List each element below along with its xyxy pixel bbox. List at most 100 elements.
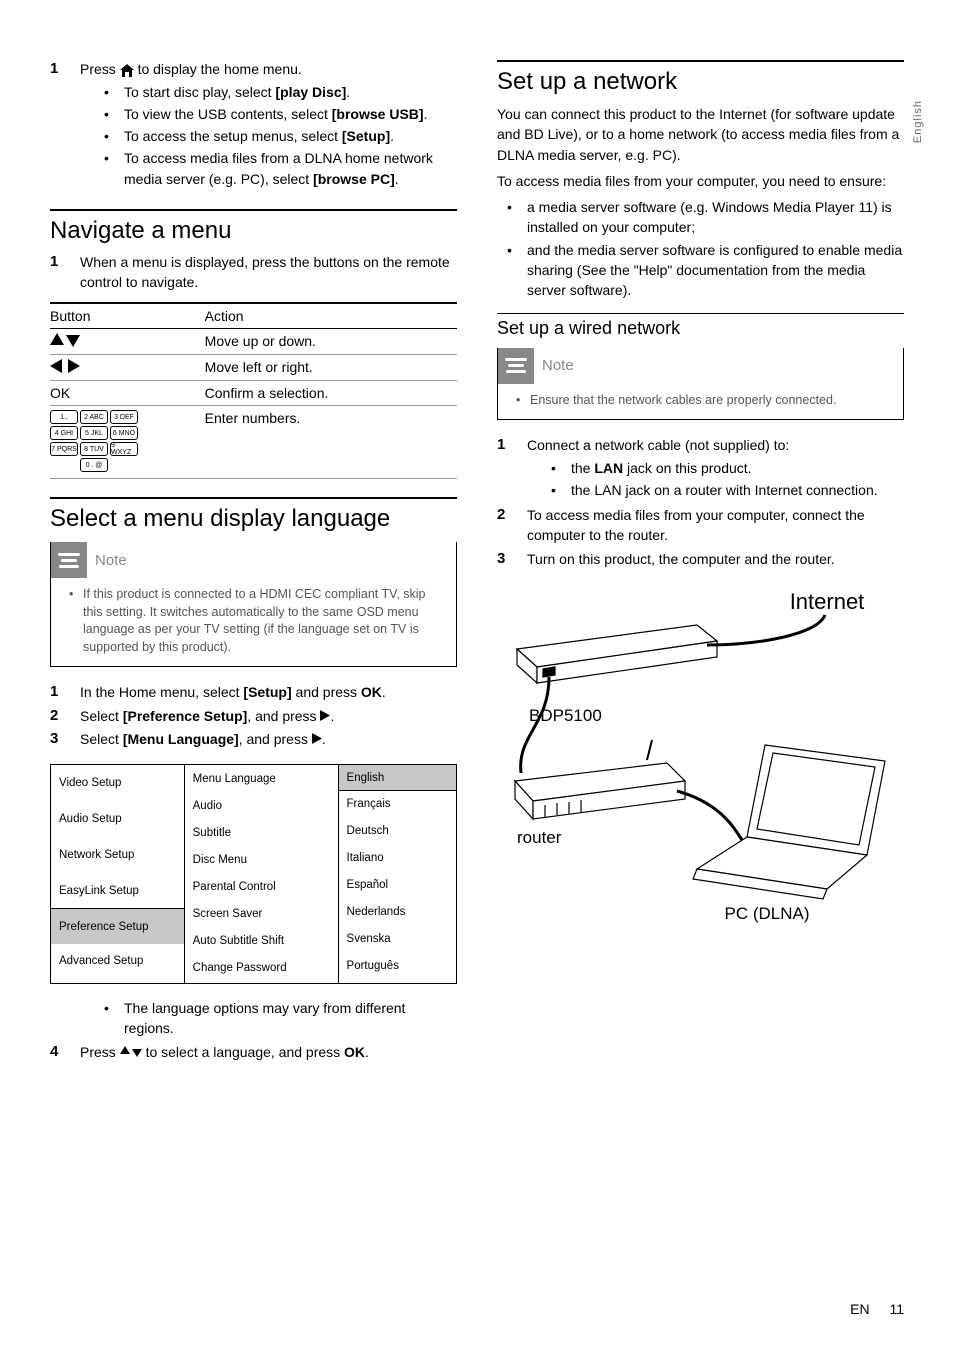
network-diagram: Internet BDP5100	[497, 585, 904, 928]
menu-item: Advanced Setup	[51, 943, 184, 979]
text: to select a language, and press	[146, 1044, 344, 1060]
paragraph: To access media files from your computer…	[497, 171, 904, 191]
diagram-cable	[677, 791, 747, 847]
footer-lang: EN	[850, 1301, 869, 1317]
bullet-item: To access media files from a DLNA home n…	[104, 148, 457, 189]
action-cell: Move left or right.	[205, 355, 457, 381]
note-text: If this product is connected to a HDMI C…	[69, 586, 444, 656]
menu-item: Español	[339, 871, 456, 898]
diagram-cable	[707, 615, 825, 645]
menu-item: Network Setup	[51, 837, 184, 873]
menu-item: Français	[339, 790, 456, 817]
wired-steps: 1Connect a network cable (not supplied) …	[497, 436, 904, 569]
step-number: 1	[50, 60, 80, 191]
table-row: OKConfirm a selection.	[50, 381, 457, 406]
bullet-item: a media server software (e.g. Windows Me…	[507, 197, 904, 238]
text: Press	[80, 1044, 120, 1060]
bullet-item: To access the setup menus, select [Setup…	[104, 126, 457, 146]
page-content: 1 Press to display the home menu. To sta…	[0, 0, 954, 1106]
note-icon	[498, 348, 534, 384]
diagram-laptop	[693, 745, 885, 899]
updown-arrows-icon	[120, 1046, 142, 1057]
th-button: Button	[50, 303, 205, 329]
footer-page: 11	[889, 1301, 904, 1317]
menu-item: Português	[339, 952, 456, 979]
menu-item: Italiano	[339, 844, 456, 871]
step-item: 1In the Home menu, select [Setup] and pr…	[50, 683, 457, 703]
menu-item: Svenska	[339, 925, 456, 952]
step-item: 3Turn on this product, the computer and …	[497, 550, 904, 570]
intro-steps: 1 Press to display the home menu. To sta…	[50, 60, 457, 191]
menu-item: Change Password	[185, 954, 338, 981]
diagram-pc-label: PC (DLNA)	[724, 904, 809, 923]
action-cell: Move up or down.	[205, 329, 457, 355]
menu-item: Deutsch	[339, 817, 456, 844]
menu-item: Auto Subtitle Shift	[185, 927, 338, 954]
bullet-item: To view the USB contents, select [browse…	[104, 104, 457, 124]
menu-screenshot: Video SetupAudio SetupNetwork SetupEasyL…	[50, 764, 457, 984]
button-cell: 1.,2 ABC3 DEF4 GHI5 JKL6 MNO7 PQRS8 TUV9…	[50, 406, 205, 479]
note-box: Note If this product is connected to a H…	[50, 542, 457, 667]
note-label: Note	[95, 552, 127, 569]
diagram-cable	[521, 677, 549, 773]
step-item: 2Select [Preference Setup], and press .	[50, 707, 457, 727]
menu-item: Disc Menu	[185, 846, 338, 873]
step-item: 1Connect a network cable (not supplied) …	[497, 436, 904, 502]
step-body: When a menu is displayed, press the butt…	[80, 253, 457, 292]
right-column: Set up a network You can connect this pr…	[497, 60, 904, 1066]
note-box: Note Ensure that the network cables are …	[497, 348, 904, 421]
menu-item: Audio Setup	[51, 801, 184, 837]
step-number: 4	[50, 1043, 80, 1063]
heading-network: Set up a network	[497, 60, 904, 96]
paragraph: You can connect this product to the Inte…	[497, 104, 904, 165]
bullet-list: a media server software (e.g. Windows Me…	[507, 197, 904, 300]
menu-item: Menu Language	[185, 765, 338, 792]
heading-wired: Set up a wired network	[497, 313, 904, 339]
text: .	[365, 1044, 369, 1060]
bullet-list: To start disc play, select [play Disc].T…	[104, 82, 457, 189]
table-row: Move left or right.	[50, 355, 457, 381]
language-tab: English	[912, 100, 924, 143]
diagram-internet-label: Internet	[790, 589, 865, 614]
bullet-item: To start disc play, select [play Disc].	[104, 82, 457, 102]
left-column: 1 Press to display the home menu. To sta…	[50, 60, 457, 1066]
text: Press	[80, 61, 120, 77]
button-cell	[50, 355, 205, 381]
menu-item: Video Setup	[51, 765, 184, 801]
menu-item: Parental Control	[185, 873, 338, 900]
menu-item: English	[338, 764, 457, 791]
action-cell: Enter numbers.	[205, 406, 457, 479]
step-number: 1	[50, 253, 80, 292]
menu-item: EasyLink Setup	[51, 873, 184, 909]
note-icon	[51, 542, 87, 578]
heading-navigate: Navigate a menu	[50, 209, 457, 245]
step-item: 3Select [Menu Language], and press .	[50, 730, 457, 750]
button-cell: OK	[50, 381, 205, 406]
menu-item: Preference Setup	[50, 908, 185, 944]
diagram-router	[515, 740, 685, 819]
menu-item: Screen Saver	[185, 900, 338, 927]
home-icon	[120, 64, 134, 77]
menu-item: Nederlands	[339, 898, 456, 925]
diagram-device	[517, 625, 717, 683]
language-note: The language options may vary from diffe…	[104, 998, 457, 1039]
menu-item: Subtitle	[185, 819, 338, 846]
language-steps: 1In the Home menu, select [Setup] and pr…	[50, 683, 457, 750]
action-cell: Confirm a selection.	[205, 381, 457, 406]
table-row: 1.,2 ABC3 DEF4 GHI5 JKL6 MNO7 PQRS8 TUV9…	[50, 406, 457, 479]
step-item: 2To access media files from your compute…	[497, 506, 904, 545]
menu-item: Audio	[185, 792, 338, 819]
step-body: Press to display the home menu. To start…	[80, 60, 457, 191]
note-label: Note	[542, 357, 574, 374]
step-body: Press to select a language, and press OK…	[80, 1043, 457, 1063]
th-action: Action	[205, 303, 457, 329]
text: to display the home menu.	[138, 61, 302, 77]
page-footer: EN 11	[850, 1301, 904, 1317]
button-cell	[50, 329, 205, 355]
bullet-item: and the media server software is configu…	[507, 240, 904, 301]
diagram-router-label: router	[517, 828, 562, 847]
note-text: Ensure that the network cables are prope…	[516, 392, 891, 410]
button-action-table: Button Action Move up or down.Move left …	[50, 302, 457, 479]
ok-label: OK	[344, 1044, 365, 1060]
table-row: Move up or down.	[50, 329, 457, 355]
